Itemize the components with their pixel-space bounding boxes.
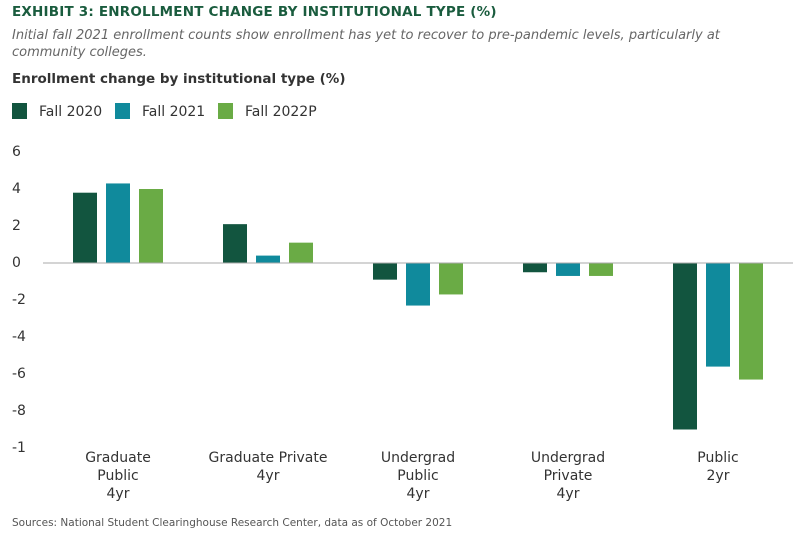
x-tick-label: 2yr [707, 468, 730, 484]
x-tick-label: Public [397, 468, 438, 484]
y-tick-label: -1 [12, 440, 26, 456]
y-tick-label: -4 [12, 329, 26, 345]
y-axis-label: Enrollment change by institutional type … [12, 71, 346, 87]
y-tick-label: -8 [12, 403, 26, 419]
bar [139, 189, 163, 263]
bar [706, 263, 730, 367]
bar [739, 263, 763, 380]
legend-swatch [218, 103, 233, 119]
bar [289, 242, 313, 263]
legend-swatch [115, 103, 130, 119]
x-tick-label: Public [697, 450, 738, 466]
y-tick-label: -6 [12, 366, 26, 382]
bar [373, 263, 397, 280]
y-tick-label: 2 [12, 218, 21, 234]
y-tick-label: 0 [12, 255, 21, 271]
x-tick-label: 4yr [407, 486, 430, 502]
legend-label: Fall 2020 [39, 104, 102, 120]
bar [406, 263, 430, 306]
bar [256, 255, 280, 263]
legend-label: Fall 2022P [245, 104, 317, 120]
x-tick-label: Graduate Private [209, 450, 328, 466]
x-tick-label: Public [97, 468, 138, 484]
x-tick-label: 4yr [107, 486, 130, 502]
x-tick-label: 4yr [557, 486, 580, 502]
bar [73, 192, 97, 263]
legend-swatch [12, 103, 27, 119]
bar [673, 263, 697, 430]
chart: Fall 2020 Fall 2021 Fall 2022P 6 4 2 0 -2 -4 -6 -8… [12, 103, 793, 502]
chart-subtitle: Initial fall 2021 enrollment counts show… [12, 28, 720, 60]
x-tick-label: Undergrad [531, 450, 605, 466]
chart-title: EXHIBIT 3: ENROLLMENT CHANGE BY INSTITUT… [12, 4, 497, 20]
y-tick-label: 4 [12, 181, 21, 197]
x-tick-label: 4yr [257, 468, 280, 484]
legend-label: Fall 2021 [142, 104, 205, 120]
y-tick-label: 6 [12, 144, 21, 160]
bar [223, 224, 247, 263]
x-tick-label: Private [544, 468, 593, 484]
bar [106, 183, 130, 263]
source-note: Sources: National Student Clearinghouse … [12, 517, 453, 529]
bar [439, 263, 463, 295]
x-tick-label: Undergrad [381, 450, 455, 466]
bar [523, 263, 547, 273]
x-tick-label: Graduate [85, 450, 151, 466]
y-tick-label: -2 [12, 292, 26, 308]
bar [556, 263, 580, 276]
bar [589, 263, 613, 276]
